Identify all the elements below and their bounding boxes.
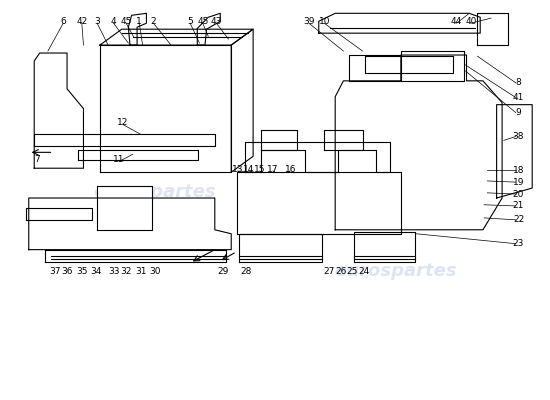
Polygon shape (34, 134, 215, 146)
Text: 32: 32 (120, 267, 132, 276)
Text: 29: 29 (217, 267, 229, 276)
Polygon shape (45, 250, 225, 262)
Text: 19: 19 (513, 178, 524, 187)
Text: 44: 44 (451, 17, 463, 26)
Text: 16: 16 (284, 164, 296, 174)
Polygon shape (34, 53, 84, 168)
Text: 8: 8 (516, 78, 521, 87)
Text: 35: 35 (76, 267, 88, 276)
Polygon shape (477, 13, 508, 45)
Text: 17: 17 (267, 164, 278, 174)
Polygon shape (354, 232, 415, 262)
Text: 33: 33 (108, 267, 119, 276)
Text: 23: 23 (513, 239, 524, 248)
Text: 43: 43 (211, 17, 222, 26)
Polygon shape (319, 13, 480, 33)
Text: 4: 4 (111, 17, 117, 26)
Text: eurospartes: eurospartes (334, 262, 456, 280)
Polygon shape (239, 234, 322, 262)
Text: 22: 22 (513, 215, 524, 224)
Text: 12: 12 (117, 118, 129, 127)
Polygon shape (335, 55, 502, 230)
Text: 9: 9 (516, 108, 521, 117)
Text: 10: 10 (318, 17, 330, 26)
Text: 40: 40 (465, 17, 477, 26)
Text: 6: 6 (60, 17, 66, 26)
Text: 7: 7 (34, 155, 40, 164)
Text: 27: 27 (323, 267, 334, 276)
Text: 25: 25 (346, 267, 358, 276)
Text: 13: 13 (232, 164, 244, 174)
Polygon shape (197, 13, 221, 45)
Text: 39: 39 (303, 17, 315, 26)
Text: 45: 45 (120, 17, 132, 26)
Text: 20: 20 (513, 190, 524, 198)
Text: 30: 30 (149, 267, 161, 276)
Text: 36: 36 (61, 267, 73, 276)
Polygon shape (97, 186, 152, 230)
Text: 2: 2 (151, 17, 156, 26)
Text: 1: 1 (136, 17, 142, 26)
Polygon shape (497, 105, 532, 198)
Polygon shape (78, 150, 199, 160)
Text: 31: 31 (135, 267, 147, 276)
Text: 5: 5 (188, 17, 193, 26)
Polygon shape (26, 208, 92, 220)
Polygon shape (128, 13, 146, 45)
Text: 34: 34 (90, 267, 101, 276)
Text: 41: 41 (513, 93, 524, 102)
Text: 26: 26 (335, 267, 346, 276)
Polygon shape (231, 29, 253, 172)
Text: 15: 15 (254, 164, 266, 174)
Polygon shape (324, 130, 362, 150)
Polygon shape (349, 51, 464, 81)
Text: 21: 21 (513, 202, 524, 210)
Polygon shape (245, 142, 390, 172)
Text: 18: 18 (513, 166, 524, 175)
Polygon shape (29, 198, 231, 250)
Text: 3: 3 (94, 17, 100, 26)
Polygon shape (261, 130, 297, 150)
Polygon shape (100, 29, 253, 45)
Text: 37: 37 (50, 267, 60, 276)
Text: 45: 45 (197, 17, 208, 26)
Text: 28: 28 (241, 267, 252, 276)
Text: 24: 24 (358, 267, 369, 276)
Text: eurospartes: eurospartes (94, 183, 216, 201)
Text: 11: 11 (113, 155, 125, 164)
Text: 38: 38 (513, 132, 524, 141)
Text: 14: 14 (243, 164, 255, 174)
Polygon shape (236, 150, 401, 234)
Text: 42: 42 (76, 17, 87, 26)
Polygon shape (100, 45, 231, 172)
